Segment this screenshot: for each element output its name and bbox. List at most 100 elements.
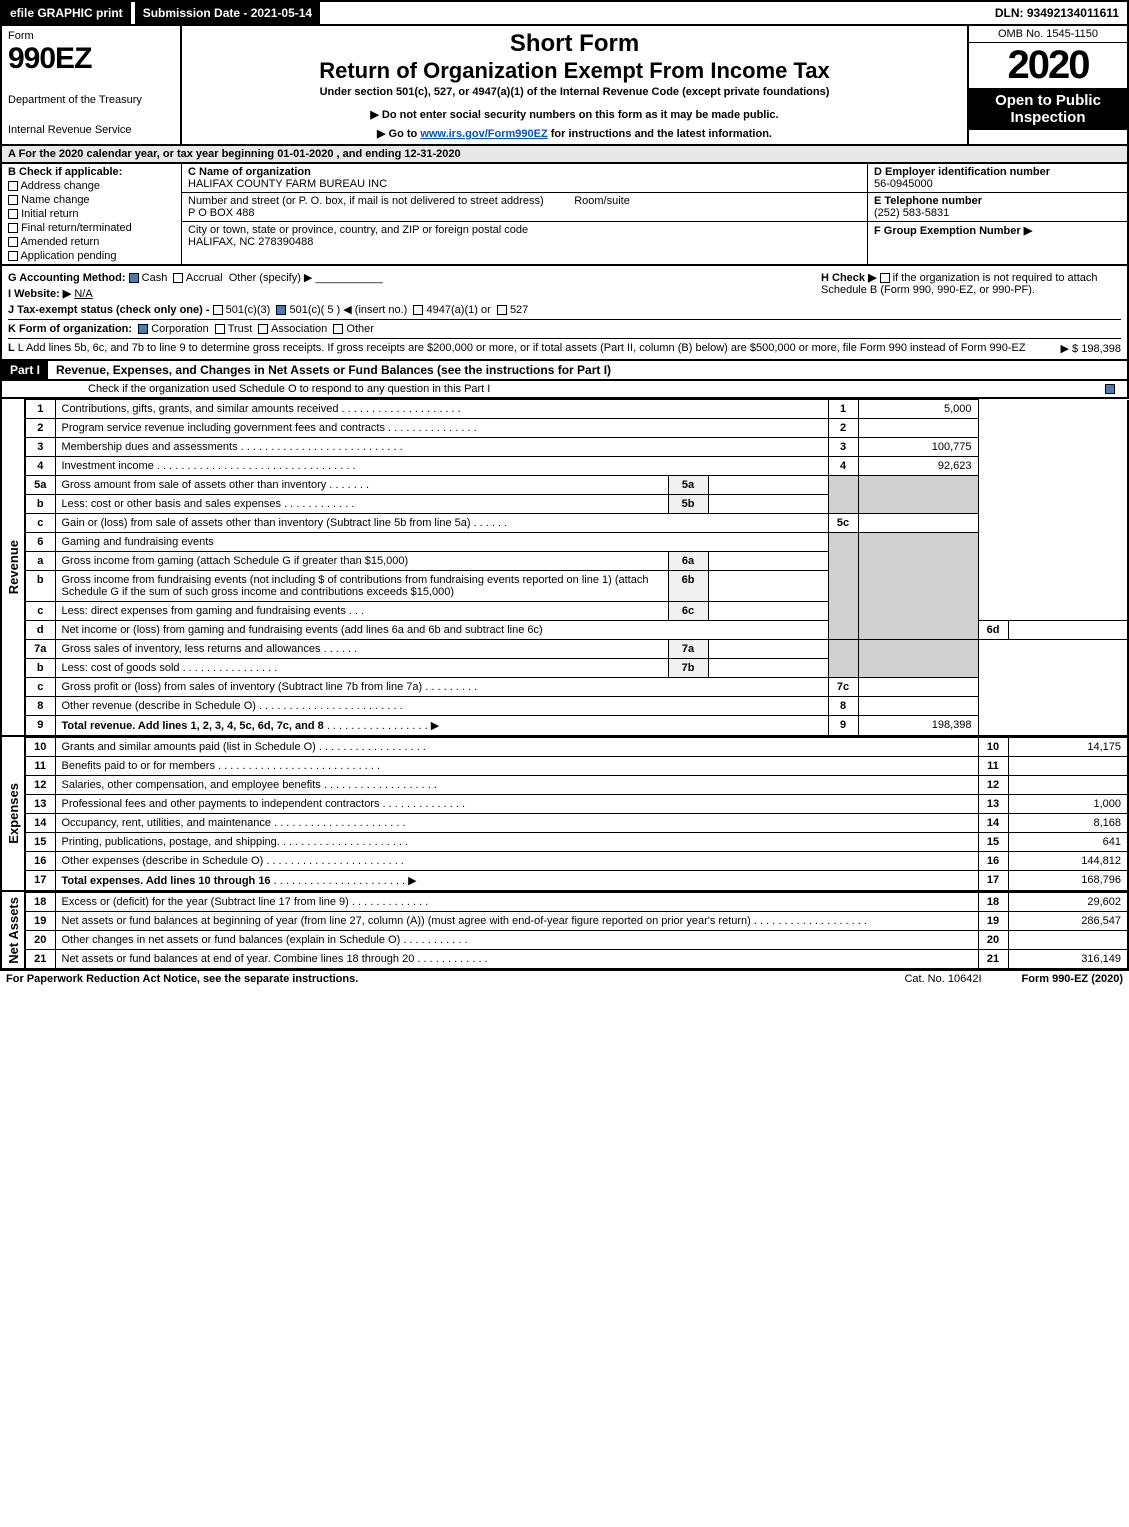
ein: 56-0945000 <box>874 178 933 190</box>
chk-pending[interactable]: Application pending <box>8 250 175 262</box>
form-number: 990EZ <box>8 42 174 76</box>
amt-15: 641 <box>1008 833 1128 852</box>
footer: For Paperwork Reduction Act Notice, see … <box>0 970 1129 987</box>
gross-receipts: 198,398 <box>1081 343 1121 355</box>
chk-other-org[interactable] <box>333 324 343 334</box>
part1-title: Revenue, Expenses, and Changes in Net As… <box>48 361 619 379</box>
room-label: Room/suite <box>574 195 630 207</box>
group-exemption-row: F Group Exemption Number ▶ <box>868 222 1127 239</box>
amt-7c <box>858 678 978 697</box>
line-l: L L Add lines 5b, 6c, and 7b to line 9 t… <box>8 338 1121 354</box>
chk-initial-return[interactable]: Initial return <box>8 208 175 220</box>
chk-527[interactable] <box>497 305 507 315</box>
amt-9: 198,398 <box>858 716 978 737</box>
paperwork-notice: For Paperwork Reduction Act Notice, see … <box>6 973 358 985</box>
form-ref: Form 990-EZ (2020) <box>1022 973 1123 985</box>
revenue-section: Revenue 1Contributions, gifts, grants, a… <box>0 399 1129 737</box>
line-j: J Tax-exempt status (check only one) - 5… <box>8 303 1121 316</box>
chk-4947[interactable] <box>413 305 423 315</box>
chk-cash[interactable] <box>129 273 139 283</box>
form-title2: Return of Organization Exempt From Incom… <box>192 58 957 84</box>
part1-check-o: Check if the organization used Schedule … <box>0 381 1129 399</box>
chk-name-change[interactable]: Name change <box>8 194 175 206</box>
amt-8 <box>858 697 978 716</box>
chk-final-return[interactable]: Final return/terminated <box>8 222 175 234</box>
entity-center: C Name of organization HALIFAX COUNTY FA… <box>182 164 867 264</box>
line-k: K Form of organization: Corporation Trus… <box>8 319 1121 335</box>
top-bar: efile GRAPHIC print Submission Date - 20… <box>0 0 1129 26</box>
header-right: OMB No. 1545-1150 2020 Open to Public In… <box>967 26 1127 144</box>
d-label: D Employer identification number <box>874 166 1050 178</box>
dln: DLN: 93492134011611 <box>987 2 1127 24</box>
e-label: E Telephone number <box>874 195 982 207</box>
part1-header: Part I Revenue, Expenses, and Changes in… <box>0 361 1129 381</box>
header-block: Form 990EZ Department of the Treasury In… <box>0 26 1129 146</box>
form-title: Short Form <box>192 30 957 58</box>
c-label: C Name of organization <box>188 166 311 178</box>
amt-10: 14,175 <box>1008 738 1128 757</box>
submission-date: Submission Date - 2021-05-14 <box>135 2 320 24</box>
mid-block: G Accounting Method: Cash Accrual Other … <box>0 266 1129 361</box>
efile-label[interactable]: efile GRAPHIC print <box>2 2 131 24</box>
amt-3: 100,775 <box>858 438 978 457</box>
f-label: F Group Exemption Number ▶ <box>874 225 1032 237</box>
chk-501c3[interactable] <box>213 305 223 315</box>
amt-13: 1,000 <box>1008 795 1128 814</box>
amt-18: 29,602 <box>1008 893 1128 912</box>
chk-accrual[interactable] <box>173 273 183 283</box>
irs-link[interactable]: www.irs.gov/Form990EZ <box>420 128 547 140</box>
expenses-section: Expenses 10Grants and similar amounts pa… <box>0 737 1129 892</box>
chk-trust[interactable] <box>215 324 225 334</box>
revenue-side-label: Revenue <box>0 399 24 737</box>
open-inspection: Open to Public Inspection <box>969 88 1127 130</box>
chk-association[interactable] <box>258 324 268 334</box>
chk-address-change[interactable]: Address change <box>8 180 175 192</box>
goto-line: ▶ Go to www.irs.gov/Form990EZ for instru… <box>192 127 957 140</box>
revenue-table: 1Contributions, gifts, grants, and simil… <box>24 399 1129 737</box>
amt-17: 168,796 <box>1008 871 1128 892</box>
netassets-section: Net Assets 18Excess or (deficit) for the… <box>0 892 1129 970</box>
amt-12 <box>1008 776 1128 795</box>
netassets-side-label: Net Assets <box>0 892 24 970</box>
phone-row: E Telephone number (252) 583-5831 <box>868 193 1127 222</box>
expenses-table: 10Grants and similar amounts paid (list … <box>24 737 1129 892</box>
address: P O BOX 488 <box>188 207 254 219</box>
tax-year: 2020 <box>969 43 1127 88</box>
chk-schedule-o[interactable] <box>1105 383 1121 395</box>
goto-post: for instructions and the latest informat… <box>548 128 772 140</box>
form-subtitle: Under section 501(c), 527, or 4947(a)(1)… <box>192 86 957 98</box>
phone: (252) 583-5831 <box>874 207 949 219</box>
dept-treasury: Department of the Treasury <box>8 94 174 106</box>
website: N/A <box>74 288 92 300</box>
addr-label: Number and street (or P. O. box, if mail… <box>188 195 544 207</box>
chk-501c[interactable] <box>276 305 286 315</box>
omb-number: OMB No. 1545-1150 <box>969 26 1127 43</box>
goto-pre: ▶ Go to <box>377 128 420 140</box>
amt-1: 5,000 <box>858 400 978 419</box>
city-label: City or town, state or province, country… <box>188 224 528 236</box>
b-label: B Check if applicable: <box>8 166 175 178</box>
dept-irs: Internal Revenue Service <box>8 124 174 136</box>
chk-amended[interactable]: Amended return <box>8 236 175 248</box>
amt-20 <box>1008 931 1128 950</box>
entity-right: D Employer identification number 56-0945… <box>867 164 1127 264</box>
form-label: Form <box>8 30 174 42</box>
netassets-table: 18Excess or (deficit) for the year (Subt… <box>24 892 1129 970</box>
amt-6d <box>1008 621 1128 640</box>
amt-19: 286,547 <box>1008 912 1128 931</box>
amt-14: 8,168 <box>1008 814 1128 833</box>
chk-corporation[interactable] <box>138 324 148 334</box>
expenses-side-label: Expenses <box>0 737 24 892</box>
org-name: HALIFAX COUNTY FARM BUREAU INC <box>188 178 387 190</box>
ssn-warning: ▶ Do not enter social security numbers o… <box>192 108 957 121</box>
entity-block: B Check if applicable: Address change Na… <box>0 164 1129 266</box>
amt-16: 144,812 <box>1008 852 1128 871</box>
line-g: G Accounting Method: Cash Accrual Other … <box>8 271 1121 284</box>
header-left: Form 990EZ Department of the Treasury In… <box>2 26 182 144</box>
cat-no: Cat. No. 10642I <box>904 973 981 985</box>
header-center: Short Form Return of Organization Exempt… <box>182 26 967 144</box>
amt-21: 316,149 <box>1008 950 1128 970</box>
chk-schedule-b[interactable] <box>880 273 890 283</box>
ein-row: D Employer identification number 56-0945… <box>868 164 1127 193</box>
city-row: City or town, state or province, country… <box>182 222 867 250</box>
